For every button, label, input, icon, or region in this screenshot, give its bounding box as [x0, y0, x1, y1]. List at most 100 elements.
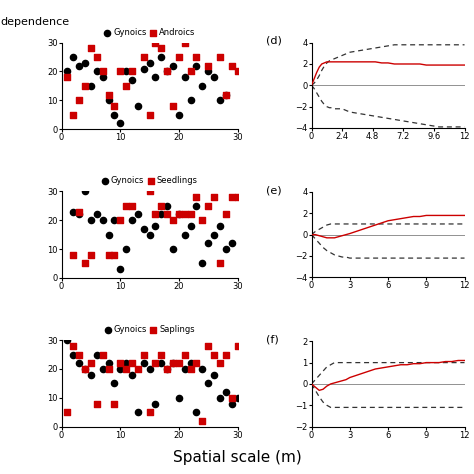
Gynoics: [140, 359, 147, 367]
Seedlings: [75, 208, 83, 215]
Gynoics: [210, 73, 218, 81]
Androics: [152, 39, 159, 46]
Seedlings: [181, 210, 189, 218]
Gynoics: [117, 265, 124, 273]
Legend: Gynoics, Androics: Gynoics, Androics: [104, 28, 195, 37]
Androics: [234, 68, 241, 75]
Androics: [70, 111, 77, 118]
Saplings: [105, 365, 112, 373]
Gynoics: [93, 68, 100, 75]
Gynoics: [64, 337, 71, 344]
Seedlings: [169, 217, 177, 224]
Saplings: [146, 409, 154, 416]
Androics: [64, 73, 71, 81]
Seedlings: [193, 193, 201, 201]
Gynoics: [70, 208, 77, 215]
Gynoics: [93, 351, 100, 358]
Legend: Gynoics, Saplings: Gynoics, Saplings: [104, 325, 195, 334]
Text: (d): (d): [265, 36, 282, 46]
Seedlings: [105, 251, 112, 259]
Gynoics: [216, 394, 224, 401]
Gynoics: [105, 97, 112, 104]
Gynoics: [110, 380, 118, 387]
Gynoics: [175, 394, 182, 401]
Seedlings: [152, 210, 159, 218]
Gynoics: [110, 111, 118, 118]
Text: Spatial scale (m): Spatial scale (m): [173, 449, 301, 465]
Gynoics: [157, 210, 165, 218]
Gynoics: [122, 245, 130, 253]
Gynoics: [87, 217, 95, 224]
Gynoics: [93, 210, 100, 218]
Gynoics: [87, 82, 95, 90]
Gynoics: [187, 97, 194, 104]
Gynoics: [105, 359, 112, 367]
Gynoics: [99, 217, 107, 224]
Saplings: [134, 365, 142, 373]
Gynoics: [216, 222, 224, 230]
Gynoics: [175, 111, 182, 118]
Gynoics: [128, 217, 136, 224]
Saplings: [81, 365, 89, 373]
Gynoics: [75, 210, 83, 218]
Gynoics: [199, 365, 206, 373]
Gynoics: [193, 202, 201, 210]
Androics: [110, 102, 118, 110]
Saplings: [234, 342, 241, 350]
Gynoics: [110, 217, 118, 224]
Seedlings: [157, 202, 165, 210]
Seedlings: [187, 210, 194, 218]
Seedlings: [81, 260, 89, 267]
Saplings: [122, 365, 130, 373]
Androics: [222, 91, 229, 98]
Gynoics: [152, 73, 159, 81]
Saplings: [228, 394, 236, 401]
Seedlings: [204, 202, 212, 210]
Gynoics: [222, 245, 229, 253]
Gynoics: [128, 76, 136, 84]
Seedlings: [122, 202, 130, 210]
Gynoics: [222, 388, 229, 396]
Seedlings: [228, 193, 236, 201]
Gynoics: [146, 365, 154, 373]
Seedlings: [234, 193, 241, 201]
Androics: [216, 53, 224, 61]
Androics: [75, 97, 83, 104]
Gynoics: [140, 225, 147, 233]
Androics: [99, 68, 107, 75]
Gynoics: [152, 222, 159, 230]
Gynoics: [193, 409, 201, 416]
Gynoics: [204, 380, 212, 387]
Gynoics: [216, 97, 224, 104]
Saplings: [152, 359, 159, 367]
Saplings: [164, 365, 171, 373]
Gynoics: [134, 102, 142, 110]
Gynoics: [187, 359, 194, 367]
Legend: Gynoics, Seedlings: Gynoics, Seedlings: [101, 176, 198, 185]
Gynoics: [75, 62, 83, 70]
Saplings: [169, 359, 177, 367]
Gynoics: [81, 188, 89, 195]
Seedlings: [175, 210, 182, 218]
Gynoics: [164, 365, 171, 373]
Gynoics: [128, 371, 136, 379]
Gynoics: [210, 231, 218, 238]
Androics: [187, 68, 194, 75]
Gynoics: [122, 359, 130, 367]
Saplings: [70, 342, 77, 350]
Saplings: [117, 359, 124, 367]
Gynoics: [81, 59, 89, 67]
Saplings: [193, 359, 201, 367]
Androics: [169, 102, 177, 110]
Gynoics: [234, 394, 241, 401]
Gynoics: [152, 400, 159, 407]
Gynoics: [169, 359, 177, 367]
Gynoics: [181, 231, 189, 238]
Gynoics: [169, 62, 177, 70]
Saplings: [110, 400, 118, 407]
Androics: [81, 82, 89, 90]
Gynoics: [146, 59, 154, 67]
Androics: [193, 53, 201, 61]
Gynoics: [164, 202, 171, 210]
Androics: [122, 82, 130, 90]
